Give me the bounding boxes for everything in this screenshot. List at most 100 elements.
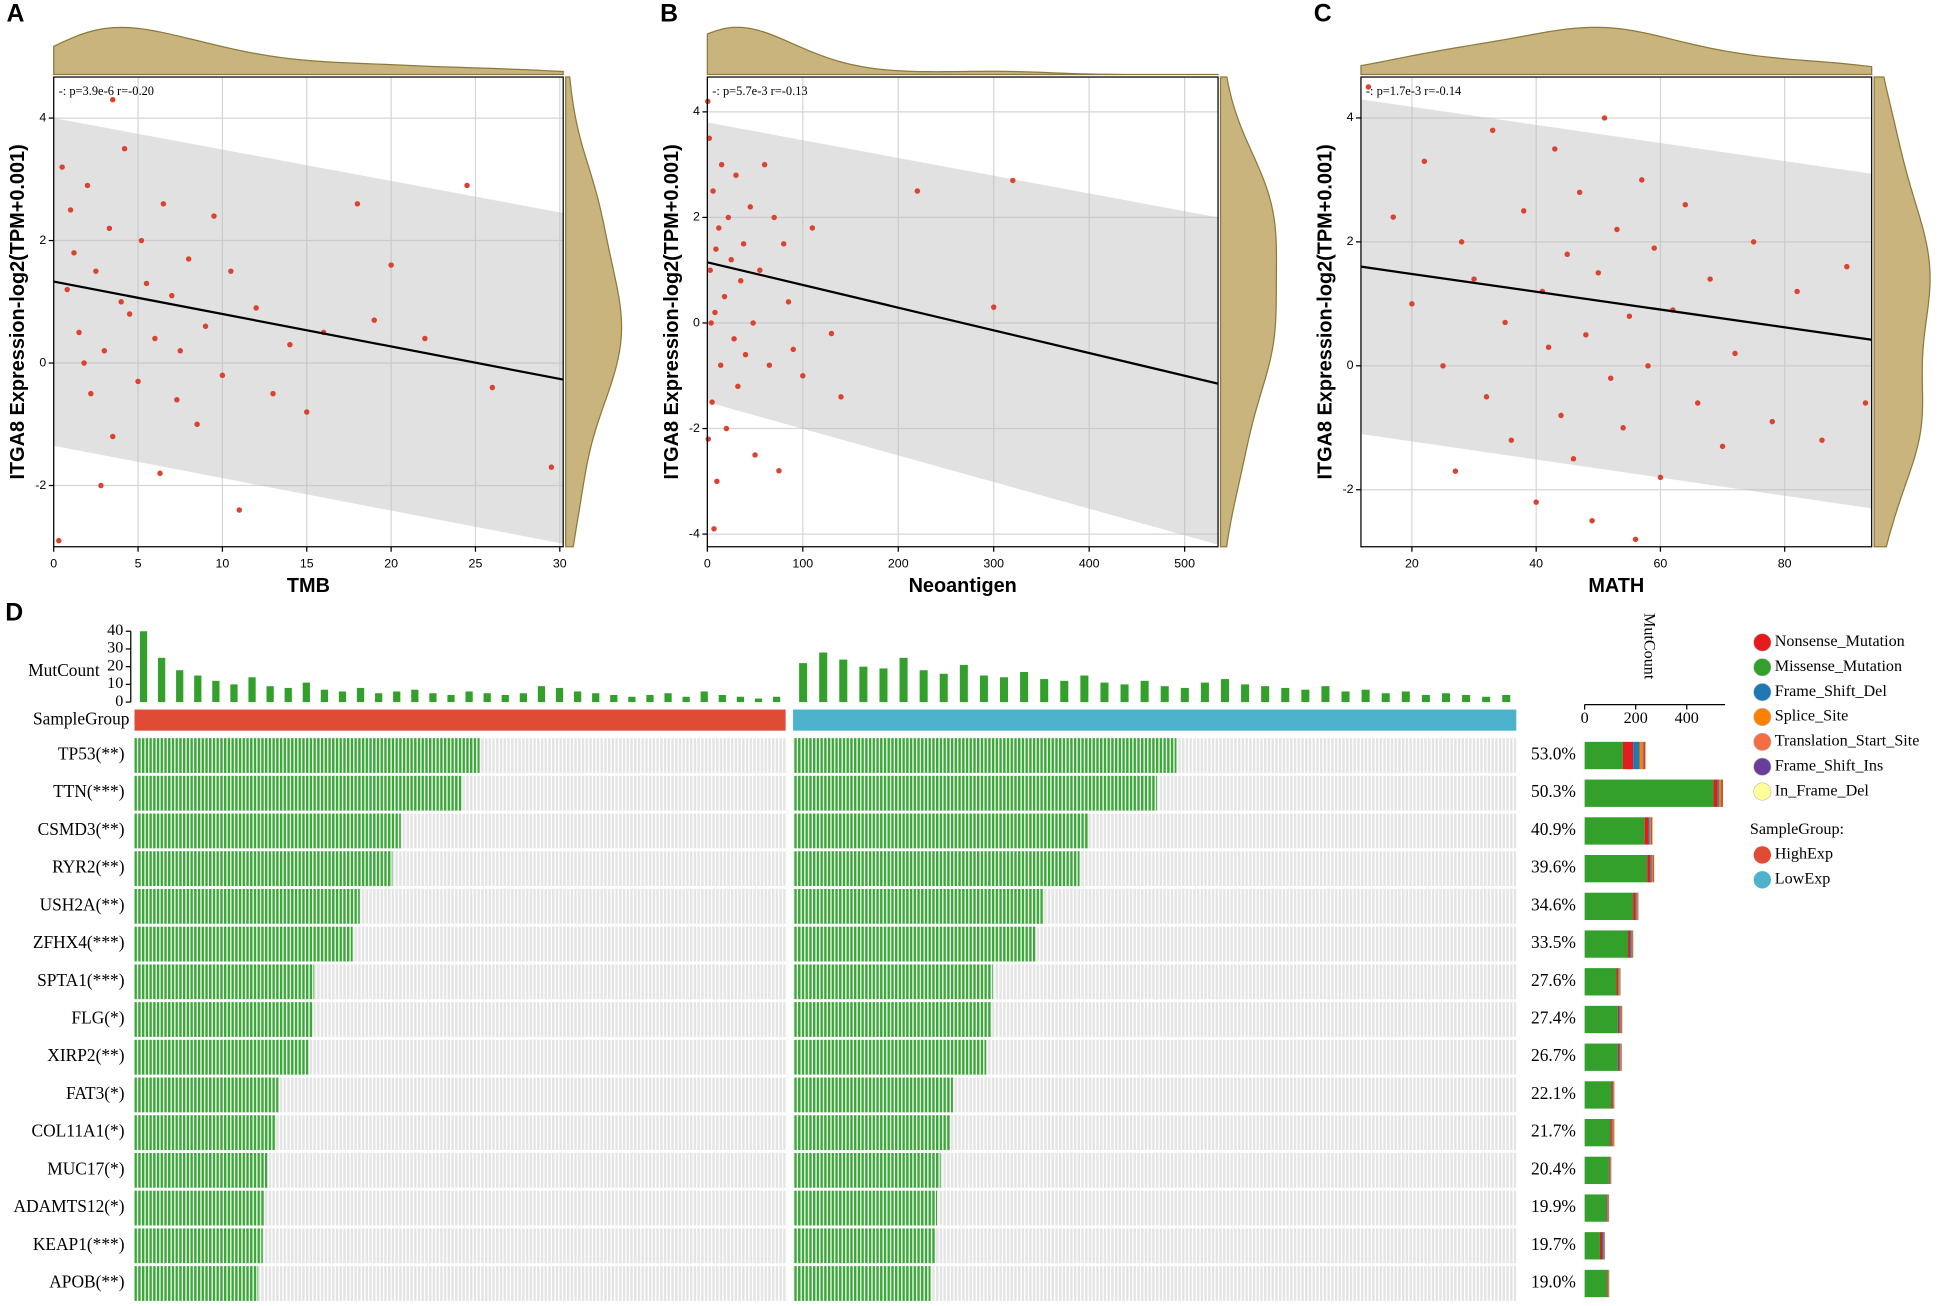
mutcount-bar xyxy=(465,691,473,703)
point xyxy=(194,421,200,428)
mutation-block xyxy=(134,1190,265,1226)
count-bar-segment xyxy=(1631,930,1633,958)
legend-label: Frame_Shift_Del xyxy=(1775,683,1888,700)
count-bar-segment xyxy=(1647,854,1651,883)
mutcount-bar xyxy=(1060,680,1069,703)
percent-label: 27.6% xyxy=(1531,971,1576,990)
point xyxy=(1607,375,1614,381)
top-density xyxy=(1360,26,1873,76)
count-bar-segment xyxy=(1713,779,1718,807)
count-bar-segment xyxy=(1584,817,1645,845)
mutcount-bar xyxy=(610,695,618,703)
fit-line xyxy=(1360,265,1872,341)
percent-label: 26.7% xyxy=(1531,1046,1576,1065)
panel-letter: B xyxy=(660,0,678,27)
point xyxy=(1769,418,1775,425)
count-bar-segment xyxy=(1644,817,1649,845)
count-bar-segment xyxy=(1608,1156,1610,1185)
point xyxy=(990,304,997,310)
count-bar-segment xyxy=(1645,741,1647,770)
mutcount-bar xyxy=(266,686,274,703)
mutation-block xyxy=(134,1152,268,1188)
point xyxy=(169,292,175,299)
legend-label: Translation_Start_Site xyxy=(1775,733,1920,750)
mutcount-bar xyxy=(1160,686,1169,703)
mutcount-bar xyxy=(411,689,419,703)
mutation-block xyxy=(134,1039,309,1075)
point xyxy=(712,309,718,316)
x-tick-label: 200 xyxy=(888,556,909,570)
mutation-block xyxy=(134,964,315,1000)
legend-swatch xyxy=(1753,846,1772,864)
mutcount-bar xyxy=(959,664,968,703)
y-axis-label: ITGA8 Expression-log2(TPM+0.001) xyxy=(1314,144,1336,479)
x-tick-label: 100 xyxy=(792,556,813,570)
group-legend-title: SampleGroup: xyxy=(1750,821,1844,838)
percent-label: 19.7% xyxy=(1531,1235,1576,1254)
point xyxy=(771,214,777,221)
side-density xyxy=(1219,76,1278,548)
point xyxy=(711,526,717,532)
gene-label: SPTA1(***) xyxy=(37,971,125,990)
point xyxy=(98,482,104,489)
x-tick-label: 15 xyxy=(300,556,314,570)
plot-border xyxy=(1360,76,1873,548)
count-bar-segment xyxy=(1637,892,1639,921)
count-bar-segment xyxy=(1611,1081,1613,1109)
mutation-block xyxy=(134,1077,279,1113)
x-tick-label: 200 xyxy=(1624,710,1648,727)
count-bar-segment xyxy=(1649,817,1652,845)
x-tick-label: 25 xyxy=(469,556,483,570)
x-tick-label: 500 xyxy=(1174,556,1195,570)
mutcount-bar xyxy=(429,693,437,703)
point xyxy=(1489,127,1496,134)
mutcount-bar xyxy=(1020,671,1029,703)
count-bar-segment xyxy=(1612,1118,1614,1147)
confidence-band xyxy=(707,122,1219,545)
count-bar-segment xyxy=(1648,817,1650,845)
point xyxy=(716,225,722,231)
point xyxy=(202,323,209,330)
count-bar-segment xyxy=(1630,930,1632,958)
point xyxy=(1707,276,1713,282)
point xyxy=(728,256,734,263)
count-bar-segment xyxy=(1611,1118,1613,1147)
count-bar-segment xyxy=(1584,930,1629,958)
count-bar-segment xyxy=(1620,1043,1622,1071)
count-bar-segment xyxy=(1606,1194,1608,1222)
gene-label: XIRP2(**) xyxy=(47,1046,124,1065)
point xyxy=(766,362,773,368)
y-tick-label: -2 xyxy=(1342,482,1353,496)
x-tick-label: 5 xyxy=(135,556,142,570)
x-tick-label: 0 xyxy=(1581,710,1589,727)
mutcount-bar xyxy=(519,693,527,703)
point xyxy=(211,213,217,219)
point xyxy=(1614,226,1620,233)
x-axis-label: MATH xyxy=(1588,575,1644,597)
mutcount-bar xyxy=(393,691,401,703)
legend-swatch xyxy=(1753,732,1772,751)
panel-letter: C xyxy=(1314,0,1332,27)
point xyxy=(738,278,744,284)
point xyxy=(733,172,739,178)
count-bar-segment xyxy=(1619,1005,1621,1034)
point xyxy=(143,280,150,287)
mutcount-bar xyxy=(1261,686,1270,703)
point xyxy=(1682,201,1689,208)
mutcount-bar xyxy=(1401,691,1410,703)
count-bar-segment xyxy=(1604,1232,1605,1260)
point xyxy=(1732,350,1738,357)
plot-background xyxy=(1360,77,1872,547)
point xyxy=(800,373,806,379)
mutation-block xyxy=(134,738,480,773)
x-tick-label: 80 xyxy=(1778,556,1792,570)
point xyxy=(785,299,792,305)
mutcount-bar xyxy=(1100,682,1109,703)
sample-group-bar xyxy=(134,709,786,731)
count-bar-segment xyxy=(1650,854,1652,883)
legend-swatch xyxy=(1753,707,1772,727)
count-bar-segment xyxy=(1618,968,1620,996)
point xyxy=(287,341,293,348)
mutcount-bar xyxy=(194,675,202,703)
mutation-block xyxy=(793,888,1044,924)
